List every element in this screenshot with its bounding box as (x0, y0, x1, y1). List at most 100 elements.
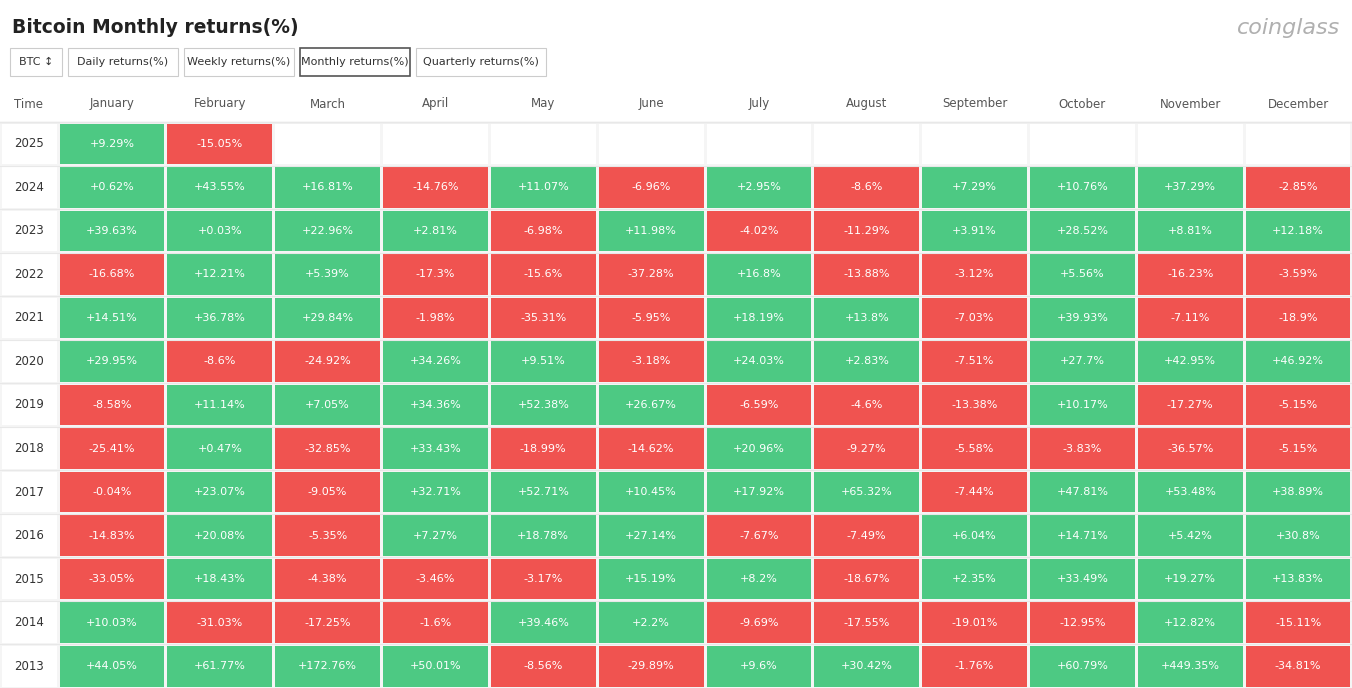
Text: +2.83%: +2.83% (844, 356, 890, 367)
Bar (168, 87, 272, 120)
Text: -12.95%: -12.95% (1059, 618, 1106, 627)
Bar (707, 559, 811, 599)
Bar (168, 559, 272, 599)
Bar (276, 472, 380, 513)
Bar (599, 603, 703, 643)
Text: +16.81%: +16.81% (301, 182, 353, 193)
Text: +7.29%: +7.29% (952, 182, 996, 193)
Text: -19.01%: -19.01% (952, 618, 998, 627)
Text: -33.05%: -33.05% (89, 574, 135, 584)
Text: December: December (1267, 98, 1329, 111)
Text: +14.51%: +14.51% (87, 313, 138, 323)
Text: 2023: 2023 (14, 224, 43, 237)
Bar (922, 298, 1028, 338)
Bar (491, 603, 596, 643)
Text: +2.95%: +2.95% (737, 182, 781, 193)
Text: -24.92%: -24.92% (304, 356, 352, 367)
Bar (1030, 603, 1134, 643)
Bar (1138, 341, 1242, 382)
Bar (707, 341, 811, 382)
Bar (599, 211, 703, 251)
Bar (922, 167, 1028, 208)
Bar (276, 87, 380, 120)
Bar (0, 557, 1352, 601)
Bar (1138, 298, 1242, 338)
Text: +33.49%: +33.49% (1056, 574, 1109, 584)
Text: +33.43%: +33.43% (410, 444, 461, 453)
Text: August: August (846, 98, 887, 111)
Text: +9.29%: +9.29% (89, 139, 134, 149)
Bar (1245, 603, 1351, 643)
Text: -14.83%: -14.83% (89, 530, 135, 541)
Text: -35.31%: -35.31% (521, 313, 566, 323)
Text: +172.76%: +172.76% (297, 661, 357, 671)
Bar (0, 86, 1352, 688)
Text: -25.41%: -25.41% (89, 444, 135, 453)
Bar (168, 211, 272, 251)
Text: April: April (422, 98, 449, 111)
Text: +47.81%: +47.81% (1056, 487, 1109, 497)
Text: -5.35%: -5.35% (308, 530, 347, 541)
Bar (168, 428, 272, 469)
Text: -31.03%: -31.03% (196, 618, 243, 627)
Bar (416, 48, 546, 76)
Text: June: June (638, 98, 664, 111)
Bar (814, 341, 919, 382)
Text: +11.07%: +11.07% (518, 182, 569, 193)
Bar (68, 48, 178, 76)
Bar (0, 340, 1352, 383)
Bar (491, 559, 596, 599)
Bar (383, 167, 488, 208)
Text: Quarterly returns(%): Quarterly returns(%) (423, 57, 539, 67)
Text: +9.6%: +9.6% (740, 661, 777, 671)
Text: -7.67%: -7.67% (740, 530, 779, 541)
Bar (276, 211, 380, 251)
Text: +5.42%: +5.42% (1168, 530, 1213, 541)
Bar (1245, 87, 1351, 120)
Bar (922, 646, 1028, 687)
Bar (814, 472, 919, 513)
Text: +32.71%: +32.71% (410, 487, 461, 497)
Text: -6.96%: -6.96% (631, 182, 671, 193)
Text: +38.89%: +38.89% (1272, 487, 1324, 497)
Bar (599, 167, 703, 208)
Bar (168, 124, 272, 164)
Text: -15.6%: -15.6% (523, 270, 562, 279)
Bar (1, 211, 57, 251)
Text: 2020: 2020 (14, 355, 43, 368)
Text: -7.44%: -7.44% (955, 487, 994, 497)
Bar (168, 646, 272, 687)
Text: -18.99%: -18.99% (521, 444, 566, 453)
Bar (383, 254, 488, 294)
Text: -7.11%: -7.11% (1171, 313, 1210, 323)
Text: September: September (942, 98, 1007, 111)
Bar (1, 298, 57, 338)
Text: +6.04%: +6.04% (952, 530, 996, 541)
Text: -6.98%: -6.98% (523, 226, 562, 236)
Bar (814, 603, 919, 643)
Text: -17.3%: -17.3% (415, 270, 456, 279)
Bar (59, 124, 165, 164)
Text: -5.95%: -5.95% (631, 313, 671, 323)
Bar (814, 167, 919, 208)
Bar (276, 298, 380, 338)
Text: +13.8%: +13.8% (845, 313, 890, 323)
Bar (1, 472, 57, 513)
Text: -13.38%: -13.38% (952, 400, 998, 410)
Bar (0, 645, 1352, 688)
Bar (707, 167, 811, 208)
Text: +5.56%: +5.56% (1060, 270, 1105, 279)
Bar (1138, 559, 1242, 599)
Bar (1030, 298, 1134, 338)
Bar (1245, 254, 1351, 294)
Text: -7.49%: -7.49% (846, 530, 887, 541)
Text: +8.81%: +8.81% (1168, 226, 1213, 236)
Text: -1.76%: -1.76% (955, 661, 994, 671)
Bar (168, 341, 272, 382)
Bar (9, 48, 62, 76)
Text: +52.71%: +52.71% (518, 487, 569, 497)
Bar (491, 124, 596, 164)
Bar (599, 646, 703, 687)
Text: +9.51%: +9.51% (521, 356, 565, 367)
Bar (1, 87, 57, 120)
